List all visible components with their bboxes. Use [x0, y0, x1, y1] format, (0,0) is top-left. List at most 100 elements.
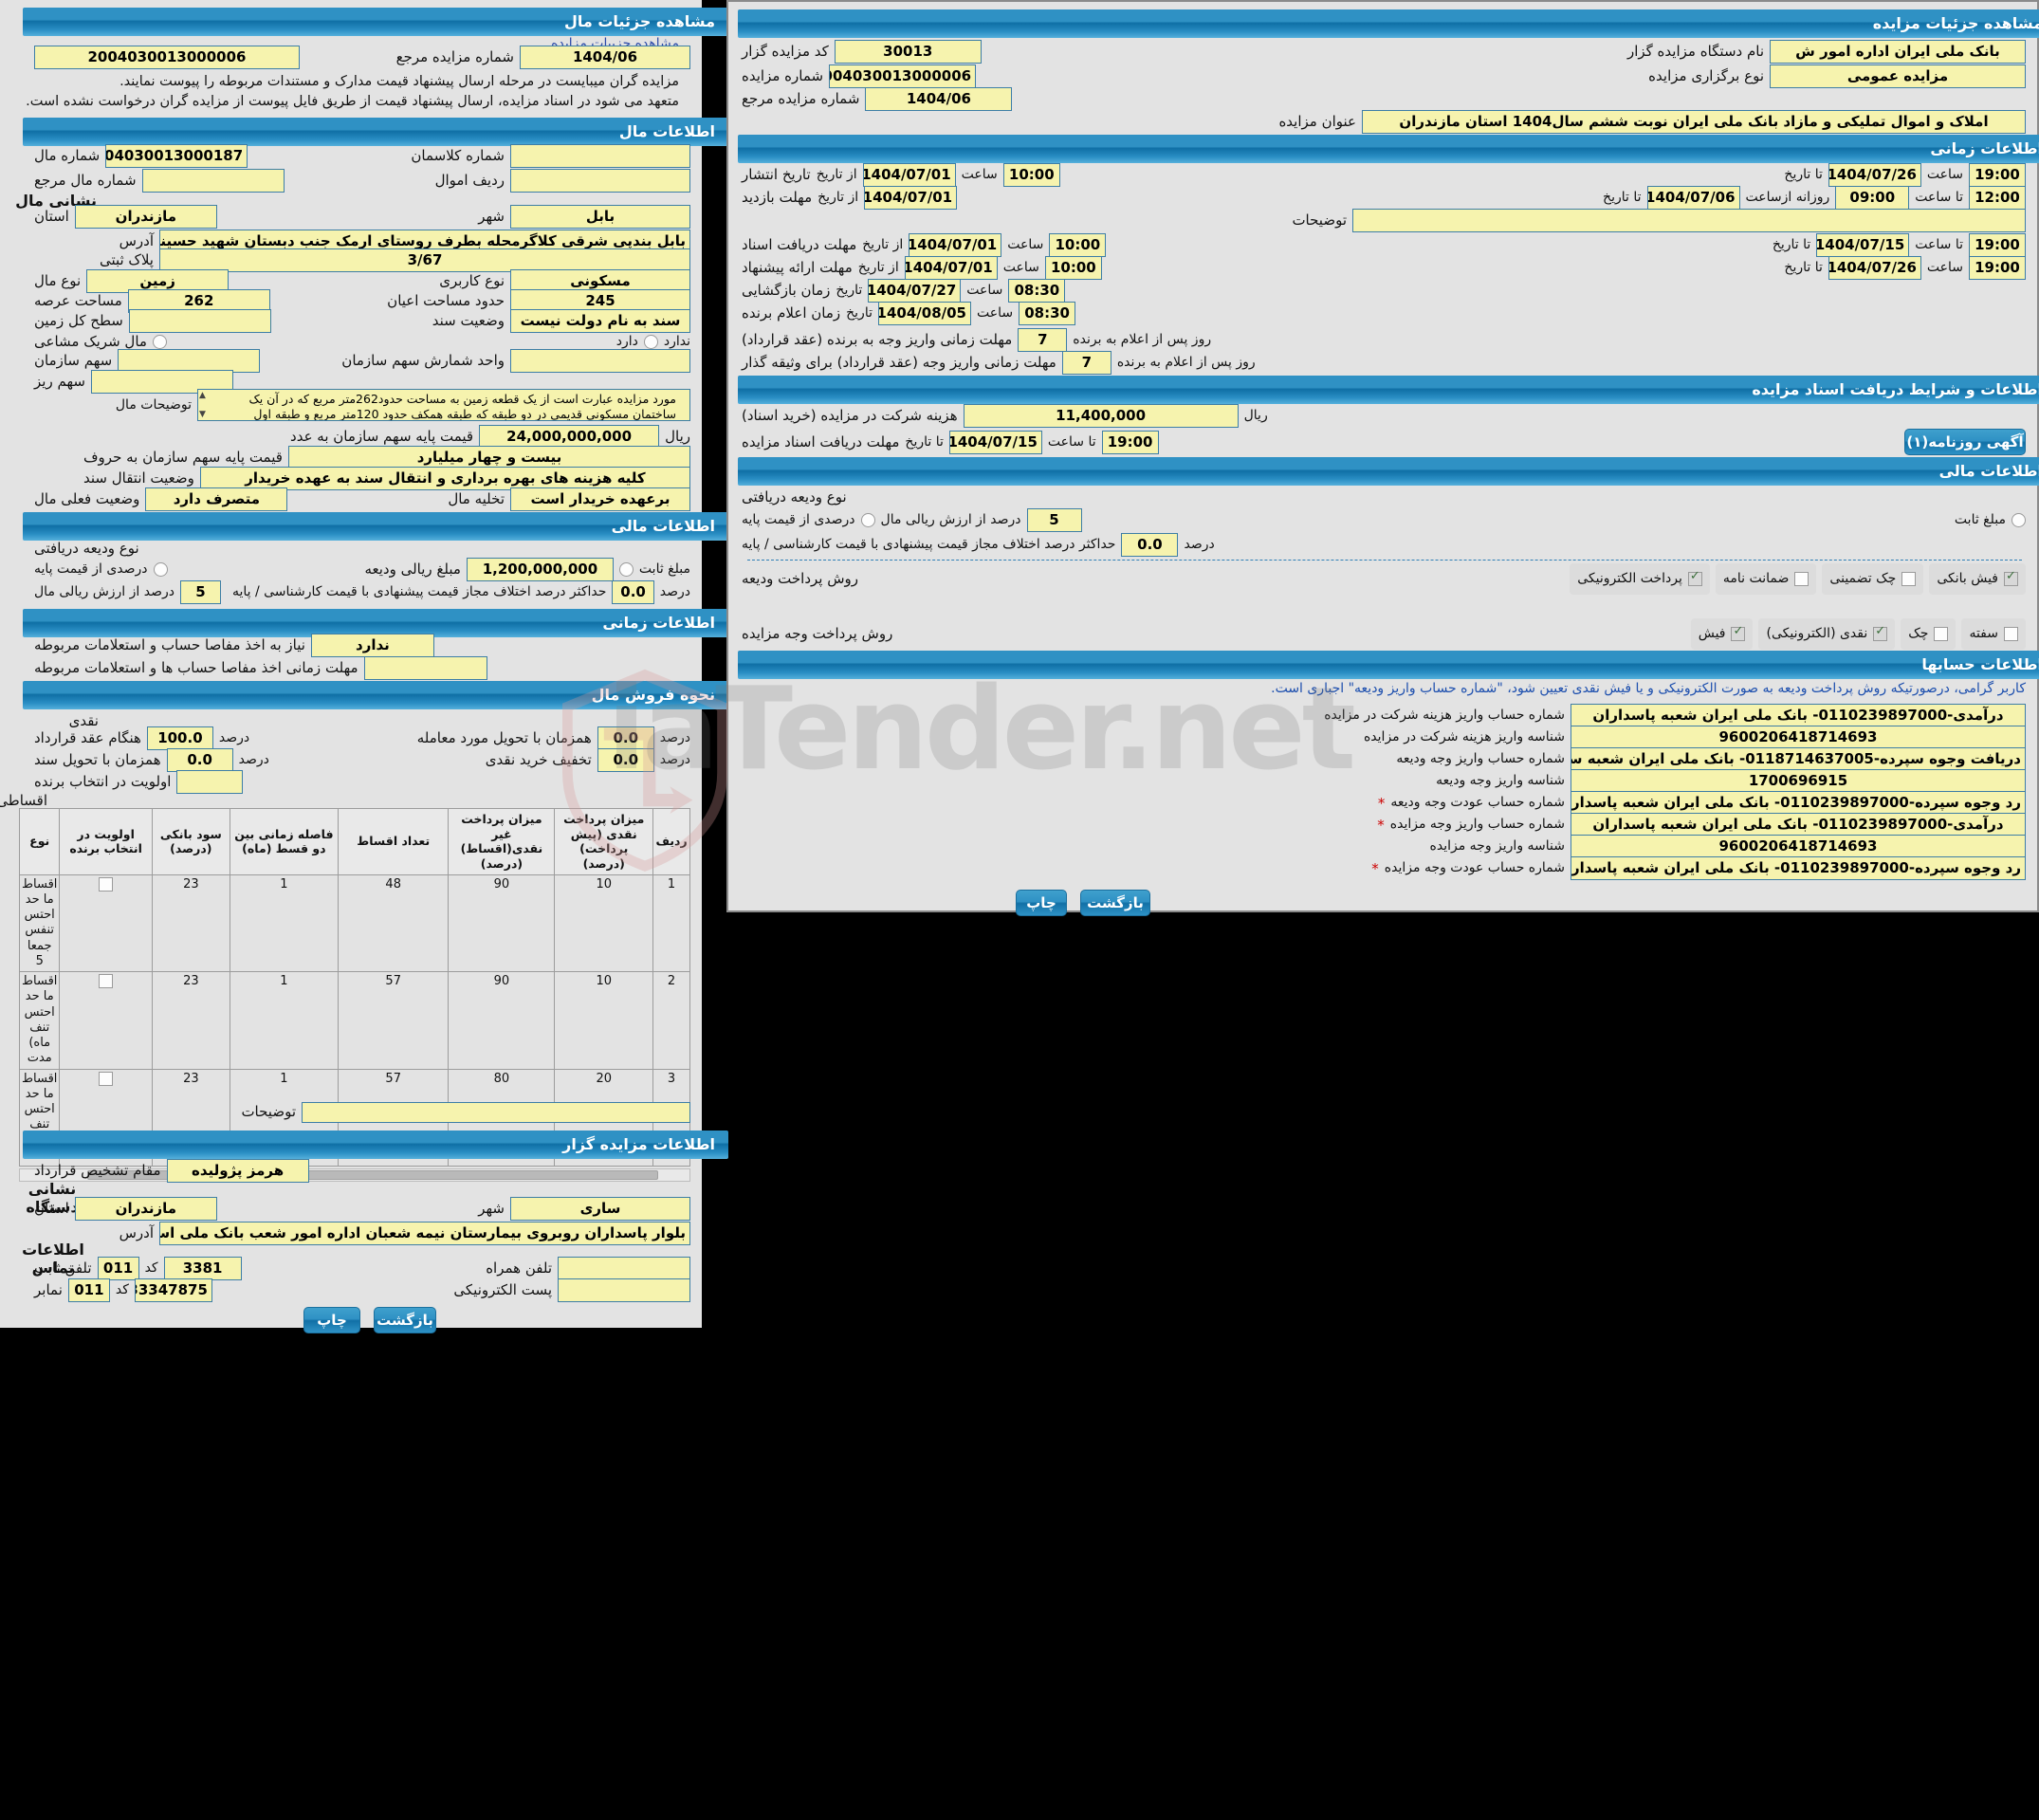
checkbox-icon[interactable] — [1901, 572, 1917, 586]
checkbox-icon[interactable] — [2004, 627, 2018, 641]
province-field[interactable]: مازندران — [74, 205, 217, 229]
account-field-4[interactable]: 1700696915 — [1571, 769, 2026, 793]
checkbox-icon[interactable] — [1794, 572, 1809, 586]
modal-print-button[interactable]: چاپ — [1016, 890, 1067, 916]
org-share-unit-field[interactable] — [510, 349, 690, 373]
offer-to-date-field[interactable]: 1404/07/26 — [1828, 256, 1921, 280]
deed-status-field[interactable]: سند به نام دولت نیست — [510, 309, 690, 333]
left-max-diff-field[interactable]: 0.0 — [612, 580, 654, 604]
account-field-2[interactable]: 9600206418714693 — [1571, 726, 2026, 749]
winner-time-field[interactable]: 08:30 — [1019, 302, 1076, 325]
deposit-method-guaranteed-check[interactable]: چک تضمینی — [1822, 563, 1924, 595]
auction-type-field[interactable]: مزایده عمومی — [1770, 64, 2026, 88]
priority-checkbox[interactable] — [99, 876, 114, 892]
cell-priority[interactable] — [59, 971, 153, 1070]
property-number-field[interactable]: 2104030013000187 — [105, 144, 248, 168]
left-percent-field[interactable]: 5 — [179, 580, 221, 604]
offer-from-time-field[interactable]: 10:00 — [1044, 256, 1102, 280]
deposit-method-electronic[interactable]: پرداخت الکترونیکی — [1570, 563, 1710, 595]
account-field-8[interactable]: رد وجوه سپرده-0110239897000- بانک ملی ای… — [1571, 856, 2026, 880]
back-button[interactable]: بازگشت — [374, 1307, 436, 1333]
print-button[interactable]: چاپ — [303, 1307, 360, 1333]
transfer-cost-field[interactable]: کلیه هزینه های بهره برداری و انتقال سند … — [199, 467, 690, 490]
payment-method-cash-electronic[interactable]: نقدی (الکترونیکی) — [1758, 618, 1896, 650]
publish-to-time-field[interactable]: 19:00 — [1969, 163, 2026, 187]
deposit-method-guarantee-letter[interactable]: ضمانت نامه — [1715, 563, 1817, 595]
visit-to-date-field[interactable]: 1404/07/06 — [1646, 186, 1740, 210]
ref-auction-number-field[interactable]: 1404/06 — [520, 46, 690, 69]
checkbox-icon[interactable] — [1731, 624, 1746, 641]
landline-field[interactable]: 3381 — [163, 1257, 242, 1280]
docs-to-date-field[interactable]: 1404/07/15 — [1816, 233, 1910, 257]
land-area-field[interactable]: 262 — [127, 289, 270, 313]
auctioneer-city-field[interactable]: ساری — [510, 1197, 690, 1221]
docs-to-time-field[interactable]: 19:00 — [1969, 233, 2026, 257]
cash-discount-field[interactable]: 0.0 — [597, 748, 654, 772]
modal-auction-number-field[interactable]: 2004030013000006 — [829, 64, 977, 88]
joint-owner-radio[interactable] — [152, 335, 167, 349]
joint-owner-no-radio[interactable] — [643, 335, 658, 349]
auction-number-field[interactable]: 2004030013000006 — [34, 46, 300, 69]
account-field-3[interactable]: دریافت وجوه سپرده-0118714637005- بانک مل… — [1571, 747, 2026, 771]
classman-field[interactable] — [510, 144, 690, 168]
priority-field[interactable] — [176, 770, 244, 794]
account-field-7[interactable]: 9600206418714693 — [1571, 835, 2026, 858]
newspaper-ad-button[interactable]: آگهی روزنامه(۱) — [1904, 429, 2026, 455]
winner-date-field[interactable]: 1404/08/05 — [877, 302, 971, 325]
docs-from-time-field[interactable]: 10:00 — [1049, 233, 1107, 257]
offer-from-date-field[interactable]: 1404/07/01 — [904, 256, 998, 280]
account-field-6[interactable]: درآمدی-0110239897000- بانک ملی ایران شعب… — [1571, 813, 2026, 836]
priority-checkbox[interactable] — [99, 1071, 114, 1086]
docs-from-date-field[interactable]: 1404/07/01 — [909, 233, 1002, 257]
table-row[interactable]: 1 10 90 48 1 23 اقساط ما حد احتس تنفس جم… — [18, 873, 690, 972]
modal-percent-of-base-radio[interactable] — [860, 513, 875, 527]
city-field[interactable]: بابل — [510, 205, 690, 229]
offer-to-time-field[interactable]: 19:00 — [1969, 256, 2026, 280]
visit-daily-to-field[interactable]: 12:00 — [1969, 186, 2026, 210]
visit-from-date-field[interactable]: 1404/07/01 — [864, 186, 958, 210]
total-land-field[interactable] — [128, 309, 271, 333]
scroll-down-icon[interactable]: ▼ — [199, 410, 206, 419]
base-price-words-field[interactable]: بیست و چهار میلیارد — [287, 446, 690, 469]
payment-method-check[interactable]: چک — [1901, 618, 1956, 650]
landline-code-field[interactable]: 011 — [97, 1257, 139, 1280]
opening-time-field[interactable]: 08:30 — [1008, 279, 1066, 303]
checkbox-icon[interactable] — [1687, 569, 1702, 586]
visit-daily-from-field[interactable]: 09:00 — [1835, 186, 1910, 210]
ref-property-number-field[interactable] — [141, 169, 285, 193]
assets-row-field[interactable] — [510, 169, 690, 193]
auctioneer-code-field[interactable]: 30013 — [834, 40, 982, 64]
usage-type-field[interactable]: مسکونی — [510, 269, 690, 293]
modal-percent-field[interactable]: 5 — [1026, 508, 1082, 532]
payment-method-receipt[interactable]: فیش — [1690, 618, 1754, 650]
guarantee-deadline-field[interactable]: 7 — [1061, 351, 1111, 375]
need-clearance-field[interactable]: ندارد — [310, 634, 434, 657]
cell-priority[interactable] — [59, 873, 153, 972]
deposit-amount-field[interactable]: 1,200,000,000 — [466, 558, 614, 581]
opening-date-field[interactable]: 1404/07/27 — [868, 279, 962, 303]
deposit-deadline-field[interactable]: 7 — [1018, 328, 1068, 352]
auction-title-field[interactable]: املاک و اموال تملیکی و مازاد بانک ملی ای… — [1362, 110, 2026, 134]
fax-field[interactable]: 33347875 — [134, 1278, 212, 1302]
left-fixed-amount-radio[interactable] — [618, 562, 634, 577]
at-contract-field[interactable]: 100.0 — [146, 726, 213, 750]
plate-field[interactable]: 3/67 — [159, 248, 690, 272]
checkbox-icon[interactable] — [1934, 627, 1949, 641]
account-field-5[interactable]: رد وجوه سپرده-0110239897000- بانک ملی ای… — [1571, 791, 2026, 815]
evacuation-field[interactable]: برعهده خریدار است — [510, 487, 690, 511]
auctioneer-province-field[interactable]: مازندران — [74, 1197, 217, 1221]
current-status-field[interactable]: متصرف دارد — [145, 487, 288, 511]
publish-from-time-field[interactable]: 10:00 — [1002, 163, 1060, 187]
publish-from-date-field[interactable]: 1404/07/01 — [862, 163, 956, 187]
docs-fee-field[interactable]: 11,400,000 — [963, 404, 1239, 428]
account-field-1[interactable]: درآمدی-0110239897000- بانک ملی ایران شعب… — [1571, 704, 2026, 727]
email-field[interactable] — [558, 1278, 690, 1302]
checkbox-icon[interactable] — [1873, 624, 1888, 641]
auctioneer-name-field[interactable]: بانک ملی ایران اداره امور ش — [1770, 40, 2026, 64]
fax-code-field[interactable]: 011 — [67, 1278, 110, 1302]
authority-field[interactable]: هرمز پژولیده — [166, 1159, 309, 1183]
deposit-method-bank-receipt[interactable]: فیش بانکی — [1929, 563, 2026, 595]
modal-max-diff-field[interactable]: 0.0 — [1121, 533, 1179, 557]
sale-descriptions-field[interactable] — [302, 1101, 690, 1123]
publish-to-date-field[interactable]: 1404/07/26 — [1828, 163, 1921, 187]
